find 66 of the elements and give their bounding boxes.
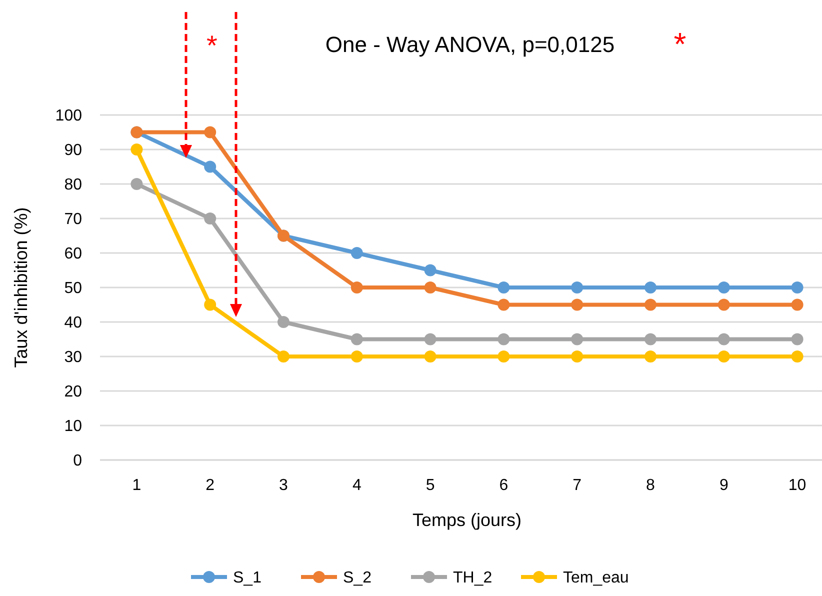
y-axis-title: Taux d'inhibition (%) [11,207,31,368]
point [424,333,436,346]
x-tick-label: 7 [572,477,582,494]
point [644,350,656,362]
y-tick-label: 100 [55,108,82,125]
point [424,350,436,362]
point [130,178,143,190]
x-axis-title: Temps (jours) [412,510,522,530]
point [498,350,510,362]
point [498,298,510,311]
point [350,247,363,259]
point [424,282,436,294]
y-tick-label: 60 [64,246,82,263]
point [350,350,363,362]
point [498,333,510,346]
point [791,333,804,346]
point [350,333,363,346]
y-tick-label: 40 [64,314,82,332]
point [204,212,216,224]
point [571,350,584,362]
legend-label: S_2 [343,570,372,587]
x-tick-label: 10 [788,477,806,494]
y-tick-label: 50 [64,280,82,298]
y-tick-label: 80 [64,176,82,194]
point [644,298,656,311]
point [424,264,436,276]
legend-label: TH_2 [453,570,492,587]
x-tick-label: 3 [279,477,288,494]
point [204,126,216,138]
y-tick-label: 0 [73,452,82,470]
legend-label: Tem_eau [563,570,629,587]
text: * [674,26,686,62]
point [278,316,290,328]
point [644,282,656,294]
point [571,282,584,294]
y-tick-label: 10 [64,418,82,436]
point [718,298,730,311]
point [130,144,143,156]
point [791,282,804,294]
y-tick-label: 90 [64,142,82,160]
point [204,298,216,311]
point [718,350,730,362]
point [204,160,216,173]
x-tick-label: 5 [426,477,435,494]
point [644,333,656,346]
x-tick-label: 9 [719,477,728,494]
x-tick-label: 2 [206,477,215,494]
point [571,333,584,346]
x-tick-label: 1 [132,477,142,494]
point [278,350,290,362]
y-tick-label: 70 [64,211,82,228]
x-tick-label: 8 [646,477,656,494]
point [791,298,804,311]
legend-label: S_1 [233,570,262,587]
point [498,282,510,294]
chart-title: One - Way ANOVA, p=0,0125 [325,32,615,57]
text: * [206,30,218,61]
point [791,350,804,362]
y-tick-label: 20 [64,384,82,401]
x-tick-label: 4 [352,477,362,494]
y-tick-label: 30 [64,349,82,366]
x-tick-label: 6 [499,477,508,494]
point [718,333,730,346]
point [718,282,730,294]
point [350,282,363,294]
point [571,298,584,311]
